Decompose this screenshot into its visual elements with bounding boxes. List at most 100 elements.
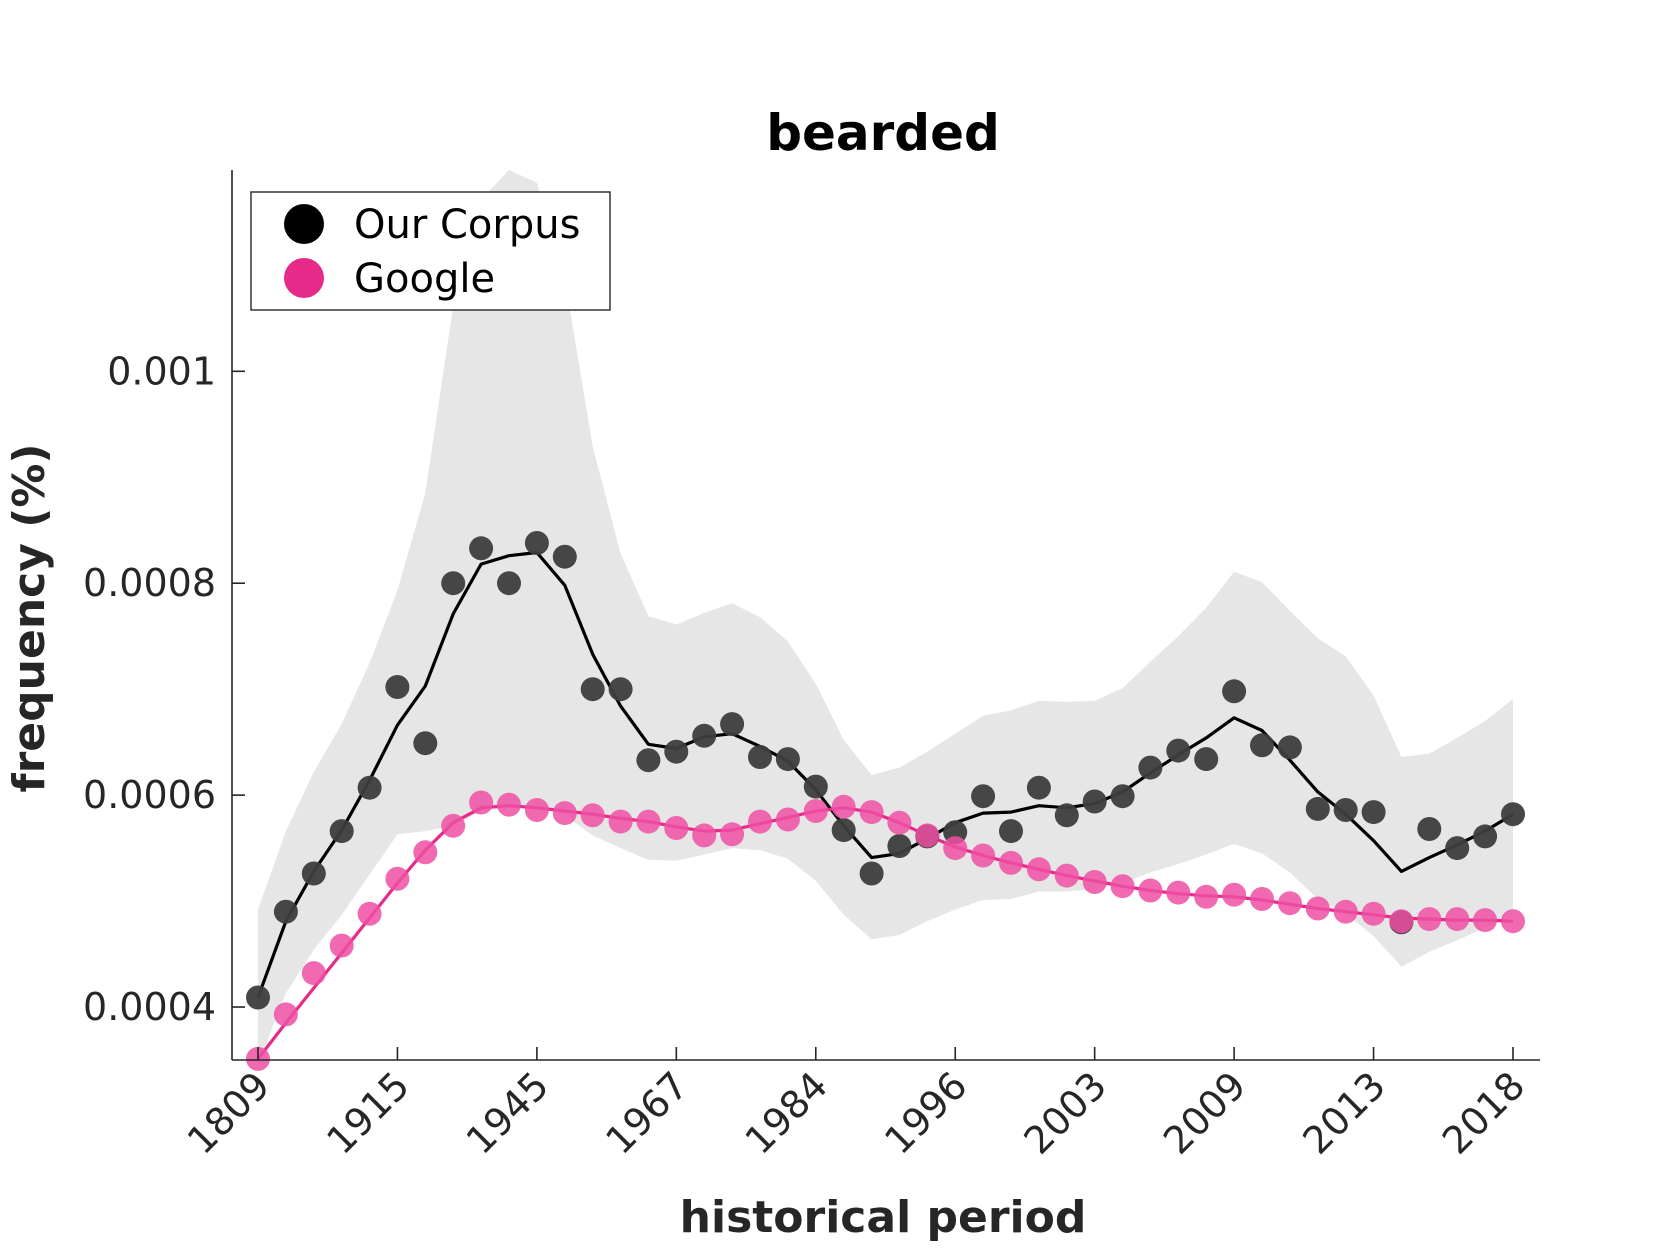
point-google	[301, 961, 326, 986]
legend-marker-our-corpus	[284, 204, 324, 244]
point-our-corpus	[1138, 755, 1163, 780]
point-google	[748, 809, 772, 834]
point-google	[664, 816, 689, 840]
point-google	[803, 799, 828, 823]
point-google	[1110, 874, 1135, 899]
y-tick-label: 0.001	[107, 349, 216, 393]
point-google	[273, 1002, 298, 1027]
point-our-corpus	[301, 861, 326, 886]
point-google	[413, 840, 438, 865]
point-our-corpus	[608, 677, 633, 702]
point-our-corpus	[329, 819, 354, 844]
point-google	[859, 800, 884, 825]
point-our-corpus	[720, 712, 745, 737]
series-lines	[256, 550, 1514, 1060]
point-google	[636, 809, 661, 834]
point-google	[971, 843, 996, 868]
point-our-corpus	[246, 985, 270, 1010]
y-tick-label: 0.0004	[83, 985, 216, 1029]
point-google	[497, 792, 521, 817]
legend-marker-google	[284, 258, 324, 298]
point-our-corpus	[580, 677, 605, 702]
point-our-corpus	[1054, 803, 1079, 828]
point-our-corpus	[1445, 836, 1470, 861]
legend-label-our-corpus: Our Corpus	[354, 202, 580, 248]
point-our-corpus	[524, 531, 549, 555]
point-our-corpus	[385, 675, 410, 699]
point-google	[999, 850, 1023, 875]
point-our-corpus	[1250, 733, 1274, 758]
point-our-corpus	[664, 739, 689, 764]
point-google	[1138, 878, 1163, 903]
y-tick-label: 0.0008	[83, 561, 216, 605]
point-google	[580, 803, 605, 828]
point-google	[608, 809, 633, 834]
point-our-corpus	[1277, 735, 1302, 760]
point-our-corpus	[1305, 796, 1330, 821]
point-our-corpus	[971, 784, 996, 809]
point-our-corpus	[1082, 789, 1107, 814]
point-google	[441, 813, 466, 838]
point-our-corpus	[803, 774, 828, 799]
series-line-google	[256, 804, 1514, 1060]
point-our-corpus	[1333, 798, 1358, 822]
point-google	[1305, 896, 1330, 921]
point-google	[1473, 908, 1498, 933]
point-our-corpus	[1417, 817, 1442, 841]
point-our-corpus	[357, 775, 382, 800]
point-our-corpus	[692, 723, 717, 748]
point-google	[720, 822, 745, 847]
legend-label-google: Google	[354, 256, 495, 302]
point-our-corpus	[859, 861, 884, 886]
point-google	[524, 798, 549, 822]
point-google	[1417, 907, 1442, 932]
point-our-corpus	[1361, 800, 1386, 825]
point-google	[1277, 891, 1302, 916]
x-axis-label: historical period	[680, 1192, 1087, 1243]
point-google	[943, 836, 968, 861]
y-axis-label: frequency (%)	[4, 443, 55, 792]
point-google	[775, 807, 800, 832]
y-ticks: 0.0004 0.0006 0.0008 0.001	[83, 349, 245, 1029]
point-our-corpus	[552, 544, 577, 569]
point-our-corpus	[636, 748, 661, 773]
point-our-corpus	[1110, 784, 1135, 809]
point-our-corpus	[1026, 775, 1051, 800]
point-our-corpus	[273, 899, 298, 924]
point-our-corpus	[1222, 679, 1247, 704]
point-google	[552, 801, 577, 826]
point-our-corpus	[1501, 802, 1525, 827]
legend: Our Corpus Google	[250, 191, 611, 311]
point-google	[1389, 909, 1414, 934]
point-google	[692, 823, 717, 848]
point-our-corpus	[775, 747, 800, 772]
point-our-corpus	[497, 571, 521, 596]
point-google	[1222, 882, 1247, 907]
point-google	[1333, 899, 1358, 924]
point-google	[1054, 863, 1079, 888]
point-our-corpus	[441, 571, 466, 596]
series-points	[246, 531, 1525, 1071]
point-our-corpus	[1194, 747, 1219, 772]
point-google	[1445, 907, 1470, 932]
series-line-our-corpus	[256, 550, 1514, 999]
chart-title: bearded	[766, 104, 1000, 162]
point-google	[1501, 909, 1525, 934]
point-google	[1082, 870, 1107, 894]
point-google	[1166, 880, 1191, 905]
point-google	[1250, 887, 1274, 911]
point-google	[1026, 857, 1051, 882]
point-google	[1194, 884, 1219, 909]
point-our-corpus	[831, 818, 856, 843]
point-our-corpus	[469, 536, 494, 561]
point-our-corpus	[413, 731, 438, 756]
point-google	[357, 901, 382, 926]
point-our-corpus	[748, 745, 772, 769]
point-google	[469, 790, 494, 815]
point-our-corpus	[1473, 824, 1498, 849]
plot-area	[246, 170, 1525, 1071]
point-google	[329, 933, 354, 958]
point-our-corpus	[1166, 738, 1191, 763]
point-google	[1361, 901, 1386, 926]
